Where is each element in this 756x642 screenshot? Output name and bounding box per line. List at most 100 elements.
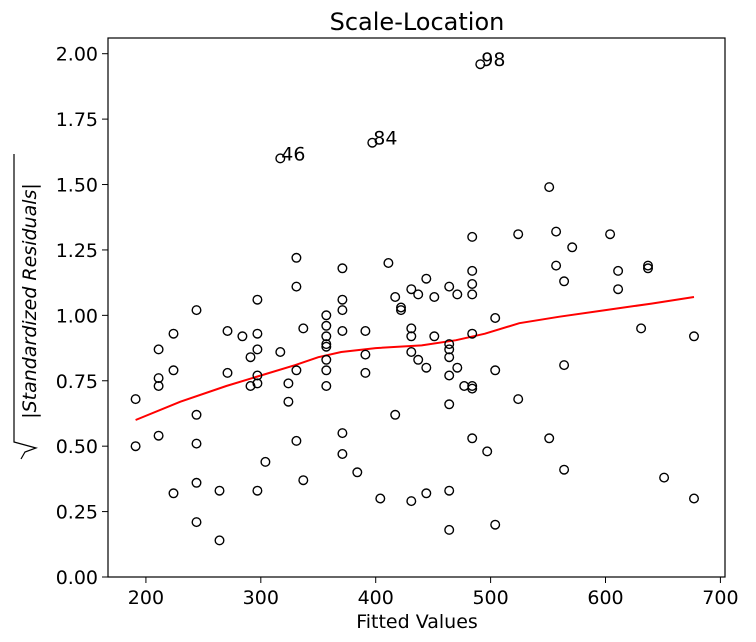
data-point-29: [283, 378, 294, 389]
data-point-35: [298, 323, 309, 334]
data-point-22: [252, 328, 263, 339]
data-point-72: [421, 488, 432, 499]
data-point-107: [559, 464, 570, 475]
data-point-32: [291, 281, 302, 292]
data-point-14: [214, 485, 225, 496]
data-point-103: [551, 226, 562, 237]
data-point-47: [337, 294, 348, 305]
data-point-25: [252, 378, 263, 389]
y-axis: 0.00 0.25 0.50 0.75 1.00 1.25 1.50 1.75 2.00: [56, 44, 108, 589]
data-point-56: [367, 137, 378, 148]
x-tick-label-600: 600: [587, 587, 623, 609]
data-point-82: [444, 524, 455, 535]
data-point-110: [613, 265, 624, 276]
data-point-24: [252, 370, 263, 381]
data-point-95: [482, 446, 493, 457]
y-tick-label-0.00: 0.00: [56, 567, 98, 589]
point-annotation-46: 46: [281, 143, 305, 165]
data-point-67: [406, 496, 417, 507]
data-point-113: [643, 260, 654, 271]
data-point-48: [337, 305, 348, 316]
data-point-91: [467, 381, 478, 392]
data-point-80: [444, 399, 455, 410]
y-tick-label-0.50: 0.50: [56, 436, 98, 458]
data-point-45: [321, 381, 332, 392]
data-point-53: [360, 326, 371, 337]
data-point-55: [360, 367, 371, 378]
x-tick-label-400: 400: [358, 587, 394, 609]
data-point-70: [421, 273, 432, 284]
data-point-88: [467, 279, 478, 290]
y-axis-label-text: |Standardized Residuals|: [19, 183, 41, 419]
plot-frame: [107, 37, 726, 578]
data-point-33: [291, 365, 302, 376]
data-point-117: [689, 493, 700, 504]
chart-title: Scale-Location: [330, 8, 505, 36]
x-axis: 200 300 400 500 600 700: [128, 577, 739, 609]
data-point-90: [467, 328, 478, 339]
data-point-50: [337, 428, 348, 439]
data-point-77: [444, 344, 455, 355]
data-point-81: [444, 485, 455, 496]
x-tick-label-700: 700: [702, 587, 738, 609]
data-point-3: [153, 373, 164, 384]
data-point-94: [475, 59, 486, 70]
x-tick-label-500: 500: [472, 587, 508, 609]
data-point-42: [321, 341, 332, 352]
data-point-58: [383, 258, 394, 269]
data-point-89: [467, 289, 478, 300]
data-point-18: [237, 331, 248, 342]
data-point-5: [153, 430, 164, 441]
data-point-93: [467, 433, 478, 444]
data-point-44: [321, 365, 332, 376]
data-point-9: [191, 305, 202, 316]
data-point-61: [396, 302, 407, 313]
data-point-39: [321, 320, 332, 331]
data-point-21: [252, 294, 263, 305]
data-point-102: [544, 433, 555, 444]
data-point-114: [643, 263, 654, 274]
data-point-28: [275, 347, 286, 358]
point-annotation-98: 98: [481, 49, 505, 71]
y-axis-label: |Standardized Residuals|: [13, 154, 41, 460]
data-point-41: [321, 339, 332, 350]
data-point-30: [283, 396, 294, 407]
data-point-4: [153, 381, 164, 392]
data-point-31: [291, 252, 302, 263]
data-point-0: [130, 394, 141, 405]
data-point-52: [352, 467, 363, 478]
data-point-98: [490, 519, 501, 530]
data-point-15: [214, 535, 225, 546]
data-point-106: [559, 360, 570, 371]
data-point-109: [605, 229, 616, 240]
data-point-6: [168, 328, 179, 339]
data-point-105: [559, 276, 570, 287]
data-point-116: [689, 331, 700, 342]
data-point-19: [245, 352, 256, 363]
data-point-84: [452, 362, 463, 373]
data-point-37: [275, 153, 286, 164]
data-point-101: [544, 182, 555, 193]
data-point-38: [321, 310, 332, 321]
data-point-17: [222, 367, 233, 378]
data-point-2: [153, 344, 164, 355]
data-point-96: [490, 313, 501, 324]
data-point-26: [252, 485, 263, 496]
data-point-43: [321, 354, 332, 365]
data-point-75: [444, 281, 455, 292]
data-point-104: [551, 260, 562, 271]
data-point-86: [467, 231, 478, 242]
y-tick-label-0.75: 0.75: [56, 371, 98, 393]
y-tick-label-1.75: 1.75: [56, 109, 98, 131]
data-point-12: [191, 477, 202, 488]
data-point-36: [298, 475, 309, 486]
data-point-112: [636, 323, 647, 334]
data-point-63: [406, 284, 417, 295]
y-tick-label-1.25: 1.25: [56, 240, 98, 262]
data-point-27: [260, 456, 271, 467]
data-point-111: [613, 284, 624, 295]
data-point-57: [375, 493, 386, 504]
data-point-76: [444, 339, 455, 350]
y-tick-label-1.50: 1.50: [56, 175, 98, 197]
data-point-99: [513, 229, 524, 240]
